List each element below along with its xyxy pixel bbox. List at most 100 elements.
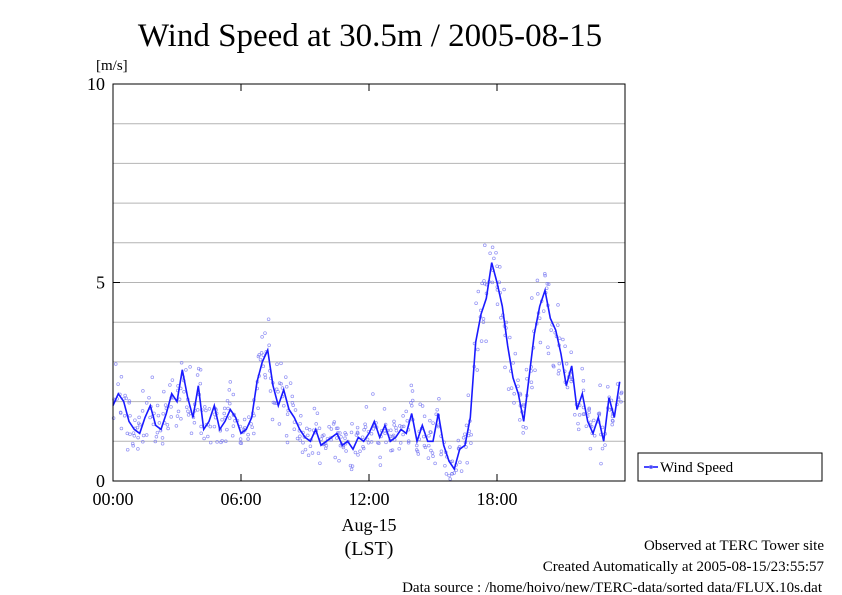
data-point [535, 278, 540, 283]
footer-created: Created Automatically at 2005-08-15/23:5… [543, 559, 825, 575]
data-point [364, 405, 369, 409]
x-tick-label: 18:00 [476, 489, 517, 509]
data-point [513, 351, 518, 356]
data-point [577, 413, 582, 417]
data-point [600, 446, 605, 451]
data-point [258, 357, 263, 362]
data-point [249, 422, 253, 426]
data-point [168, 383, 172, 387]
data-point [556, 303, 560, 307]
data-point [398, 441, 403, 445]
data-point [556, 323, 560, 327]
data-point [186, 409, 190, 414]
data-point [227, 416, 232, 420]
data-point [392, 419, 396, 424]
data-point [336, 426, 340, 431]
data-point [133, 418, 137, 422]
data-point [544, 286, 549, 290]
data-point [184, 368, 188, 372]
data-point [492, 256, 496, 261]
data-point [124, 396, 129, 401]
data-point [366, 441, 371, 445]
data-point [588, 446, 593, 451]
data-point [543, 273, 547, 278]
data-point [270, 417, 275, 422]
data-point [369, 440, 374, 444]
data-point [384, 440, 388, 445]
data-point [293, 408, 298, 412]
data-point [423, 445, 428, 450]
data-point [450, 471, 454, 476]
data-point [198, 367, 203, 372]
data-point [350, 421, 354, 426]
data-point [316, 451, 321, 456]
data-point [469, 441, 473, 445]
data-point [202, 436, 206, 441]
data-point [557, 361, 562, 366]
data-point [177, 397, 182, 402]
data-point [298, 438, 302, 443]
y-tick-label: 0 [96, 471, 105, 491]
data-point [343, 436, 347, 441]
data-point [439, 449, 444, 454]
data-point [361, 446, 366, 451]
data-point [290, 394, 295, 399]
data-point [261, 364, 266, 369]
data-point [361, 444, 365, 449]
data-point [277, 422, 282, 426]
data-point [169, 415, 173, 419]
data-point [435, 407, 439, 412]
legend-box [637, 452, 823, 482]
data-point [317, 426, 322, 431]
data-point [228, 401, 232, 406]
data-point [355, 425, 360, 430]
data-point [363, 425, 368, 429]
data-point [546, 351, 551, 356]
data-point [415, 443, 419, 448]
data-point [163, 403, 168, 407]
data-point [195, 373, 200, 377]
data-point [306, 433, 310, 438]
x-tick-label: 12:00 [348, 489, 389, 509]
data-point [170, 378, 175, 382]
data-point [360, 435, 365, 439]
data-point [165, 423, 170, 427]
data-point [179, 360, 184, 365]
data-point [220, 438, 224, 443]
data-point [401, 414, 405, 418]
data-point [564, 362, 569, 366]
data-point [427, 443, 431, 448]
data-point [452, 471, 456, 475]
data-point [401, 424, 406, 429]
data-point [204, 408, 208, 413]
data-point [427, 433, 431, 438]
data-point [319, 437, 323, 441]
data-point [242, 417, 247, 422]
data-point [538, 340, 543, 345]
x-tick-label: 06:00 [220, 489, 261, 509]
data-point [596, 411, 601, 416]
data-point [135, 425, 140, 430]
data-point [288, 381, 293, 385]
data-point [274, 387, 279, 392]
data-point [125, 447, 130, 452]
data-point [147, 395, 151, 400]
data-point [573, 413, 577, 417]
data-point [166, 426, 170, 431]
data-point [252, 413, 256, 418]
data-point [551, 363, 555, 368]
data-point [275, 362, 279, 366]
data-point [153, 439, 158, 444]
data-point [431, 421, 435, 425]
data-point [581, 412, 586, 416]
data-point [299, 414, 303, 418]
data-point [199, 424, 203, 429]
data-point [338, 431, 342, 435]
data-point [495, 302, 500, 306]
data-point [610, 422, 614, 427]
data-point [430, 451, 435, 455]
data-point [511, 361, 515, 365]
data-point [284, 385, 289, 389]
wind-speed-line [112, 262, 621, 472]
data-point [580, 366, 584, 371]
